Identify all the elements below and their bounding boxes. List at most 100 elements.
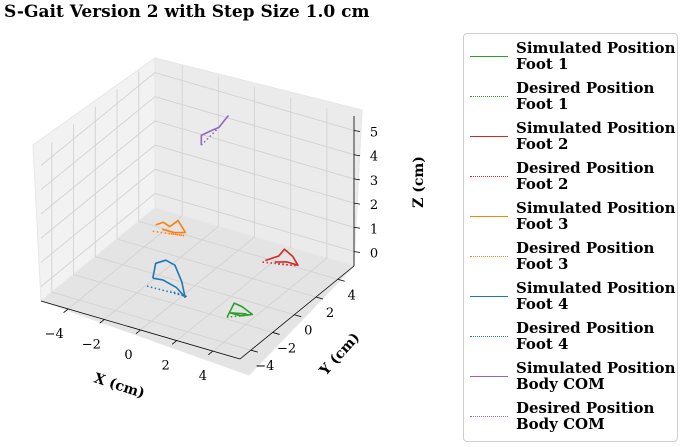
legend-swatch (470, 216, 508, 217)
legend-label-line2: Body COM (516, 375, 605, 393)
legend-label-line2: Foot 3 (516, 215, 569, 233)
series-simulated-position-foot-2 (265, 248, 299, 267)
z-tick-mark-3 (353, 178, 361, 181)
y-tick-mark-3 (315, 296, 324, 300)
series-desired-position-body-com (200, 126, 220, 146)
gridlines (40, 65, 355, 352)
legend-swatch (470, 136, 508, 137)
z-tick-label-1: 1 (370, 222, 378, 237)
y-tick-label-4: 4 (348, 288, 356, 303)
z-grid-back-2 (154, 144, 355, 204)
legend-label-line1: Simulated Position (516, 39, 676, 57)
y-tick-mark-4 (337, 278, 345, 282)
legend-label-line1: Simulated Position (516, 279, 676, 297)
series-simulated-position-body-com (200, 115, 230, 146)
z-grid-back-4 (154, 96, 355, 156)
legend-label-line2: Foot 1 (516, 55, 569, 73)
y-tick-label-2: 0 (304, 324, 312, 339)
legend-label-line2: Foot 3 (516, 255, 569, 273)
legend-label: Desired Position Foot 1 (516, 80, 676, 112)
legend-item: Simulated Position Foot 4 (470, 280, 675, 318)
legend-label: Desired Position Foot 4 (516, 320, 676, 352)
z-tick-label-3: 3 (370, 174, 378, 189)
series-layer (146, 115, 299, 318)
z-tick-mark-2 (353, 202, 361, 205)
x-tick-mark-3 (171, 340, 177, 345)
z-tick-label-5: 5 (370, 126, 378, 141)
z-grid-left-0 (40, 193, 156, 287)
legend-item: Simulated Position Body COM (470, 360, 675, 398)
legend-item: Desired Position Foot 2 (470, 160, 675, 198)
legend-label-line2: Foot 4 (516, 295, 569, 313)
legend-label-line1: Simulated Position (516, 359, 676, 377)
z-tick-mark-0 (353, 251, 361, 253)
series-simulated-position-foot-4 (152, 259, 186, 299)
legend-swatch (470, 336, 508, 337)
legend-item: Simulated Position Foot 2 (470, 120, 675, 158)
y-tick-label-0: −4 (255, 359, 274, 374)
y-grid-floor-3 (116, 238, 317, 298)
y-tick-label-3: 2 (326, 306, 334, 321)
y-tick-mark-2 (294, 314, 302, 318)
z-tick-mark-1 (353, 226, 361, 229)
legend: Simulated Position Foot 1 Desired Position… (463, 33, 678, 442)
y-grid-floor-4 (138, 220, 338, 280)
legend-label: Simulated Position Foot 4 (516, 280, 676, 312)
legend-label: Desired Position Foot 3 (516, 240, 676, 272)
z-tick-label-2: 2 (370, 198, 378, 213)
z-grid-left-2 (40, 144, 156, 239)
x-tick-mark-1 (99, 319, 105, 324)
legend-label: Desired Position Body COM (516, 400, 676, 432)
legend-label-line1: Simulated Position (516, 199, 676, 217)
z-grid-left-4 (40, 96, 156, 191)
x-tick-label-0: −4 (45, 327, 64, 342)
legend-label-line1: Desired Position (516, 239, 655, 257)
legend-swatch (470, 376, 508, 377)
x-grid-floor-0 (67, 215, 183, 310)
z-axis-label: Z (cm) (411, 156, 427, 208)
legend-swatch (470, 256, 508, 257)
x-tick-label-4: 4 (199, 369, 207, 384)
series-desired-position-foot-2 (262, 261, 296, 267)
legend-label-line1: Simulated Position (516, 119, 676, 137)
legend-label-line1: Desired Position (516, 399, 655, 417)
legend-label-line1: Desired Position (516, 79, 655, 97)
x-grid-floor-2 (140, 236, 255, 331)
legend-label-line2: Foot 4 (516, 335, 569, 353)
legend-swatch (470, 416, 508, 417)
legend-item: Simulated Position Foot 3 (470, 200, 675, 238)
legend-swatch (470, 176, 508, 177)
y-tick-label-1: −2 (277, 341, 296, 356)
legend-label-line2: Foot 2 (516, 175, 569, 193)
series-simulated-position-foot-3 (155, 219, 187, 234)
legend-label-line2: Body COM (516, 415, 605, 433)
z-tick-label-0: 0 (370, 246, 378, 261)
legend-label-line2: Foot 1 (516, 95, 569, 113)
z-grid-back-3 (154, 120, 355, 180)
legend-swatch (470, 96, 508, 97)
x-tick-mark-2 (135, 329, 141, 335)
y-axis-label: Y (cm) (316, 330, 363, 380)
y-grid-floor-1 (73, 273, 273, 333)
z-grid-back-1 (154, 168, 355, 228)
x-grid-floor-1 (104, 226, 219, 320)
legend-item: Simulated Position Foot 1 (470, 40, 675, 78)
x-grid-floor-4 (212, 257, 328, 352)
x-tick-label-2: 0 (124, 348, 132, 363)
y-grid-floor-2 (95, 256, 295, 316)
y-tick-mark-1 (272, 332, 280, 335)
legend-item: Desired Position Foot 4 (470, 320, 675, 358)
z-grid-left-3 (40, 120, 156, 215)
x-tick-mark-4 (208, 350, 214, 356)
chart-title: S-Gait Version 2 with Step Size 1.0 cm (4, 2, 370, 22)
legend-item: Desired Position Body COM (470, 400, 675, 438)
legend-label-line2: Foot 2 (516, 135, 569, 153)
legend-item: Desired Position Foot 3 (470, 240, 675, 278)
z-tick-label-4: 4 (370, 150, 378, 165)
y-axis-line (239, 265, 355, 360)
x-tick-mark-0 (63, 308, 69, 313)
legend-label: Simulated Position Body COM (516, 360, 676, 392)
y-grid-floor-0 (51, 291, 251, 351)
z-grid-left-5 (40, 72, 156, 166)
